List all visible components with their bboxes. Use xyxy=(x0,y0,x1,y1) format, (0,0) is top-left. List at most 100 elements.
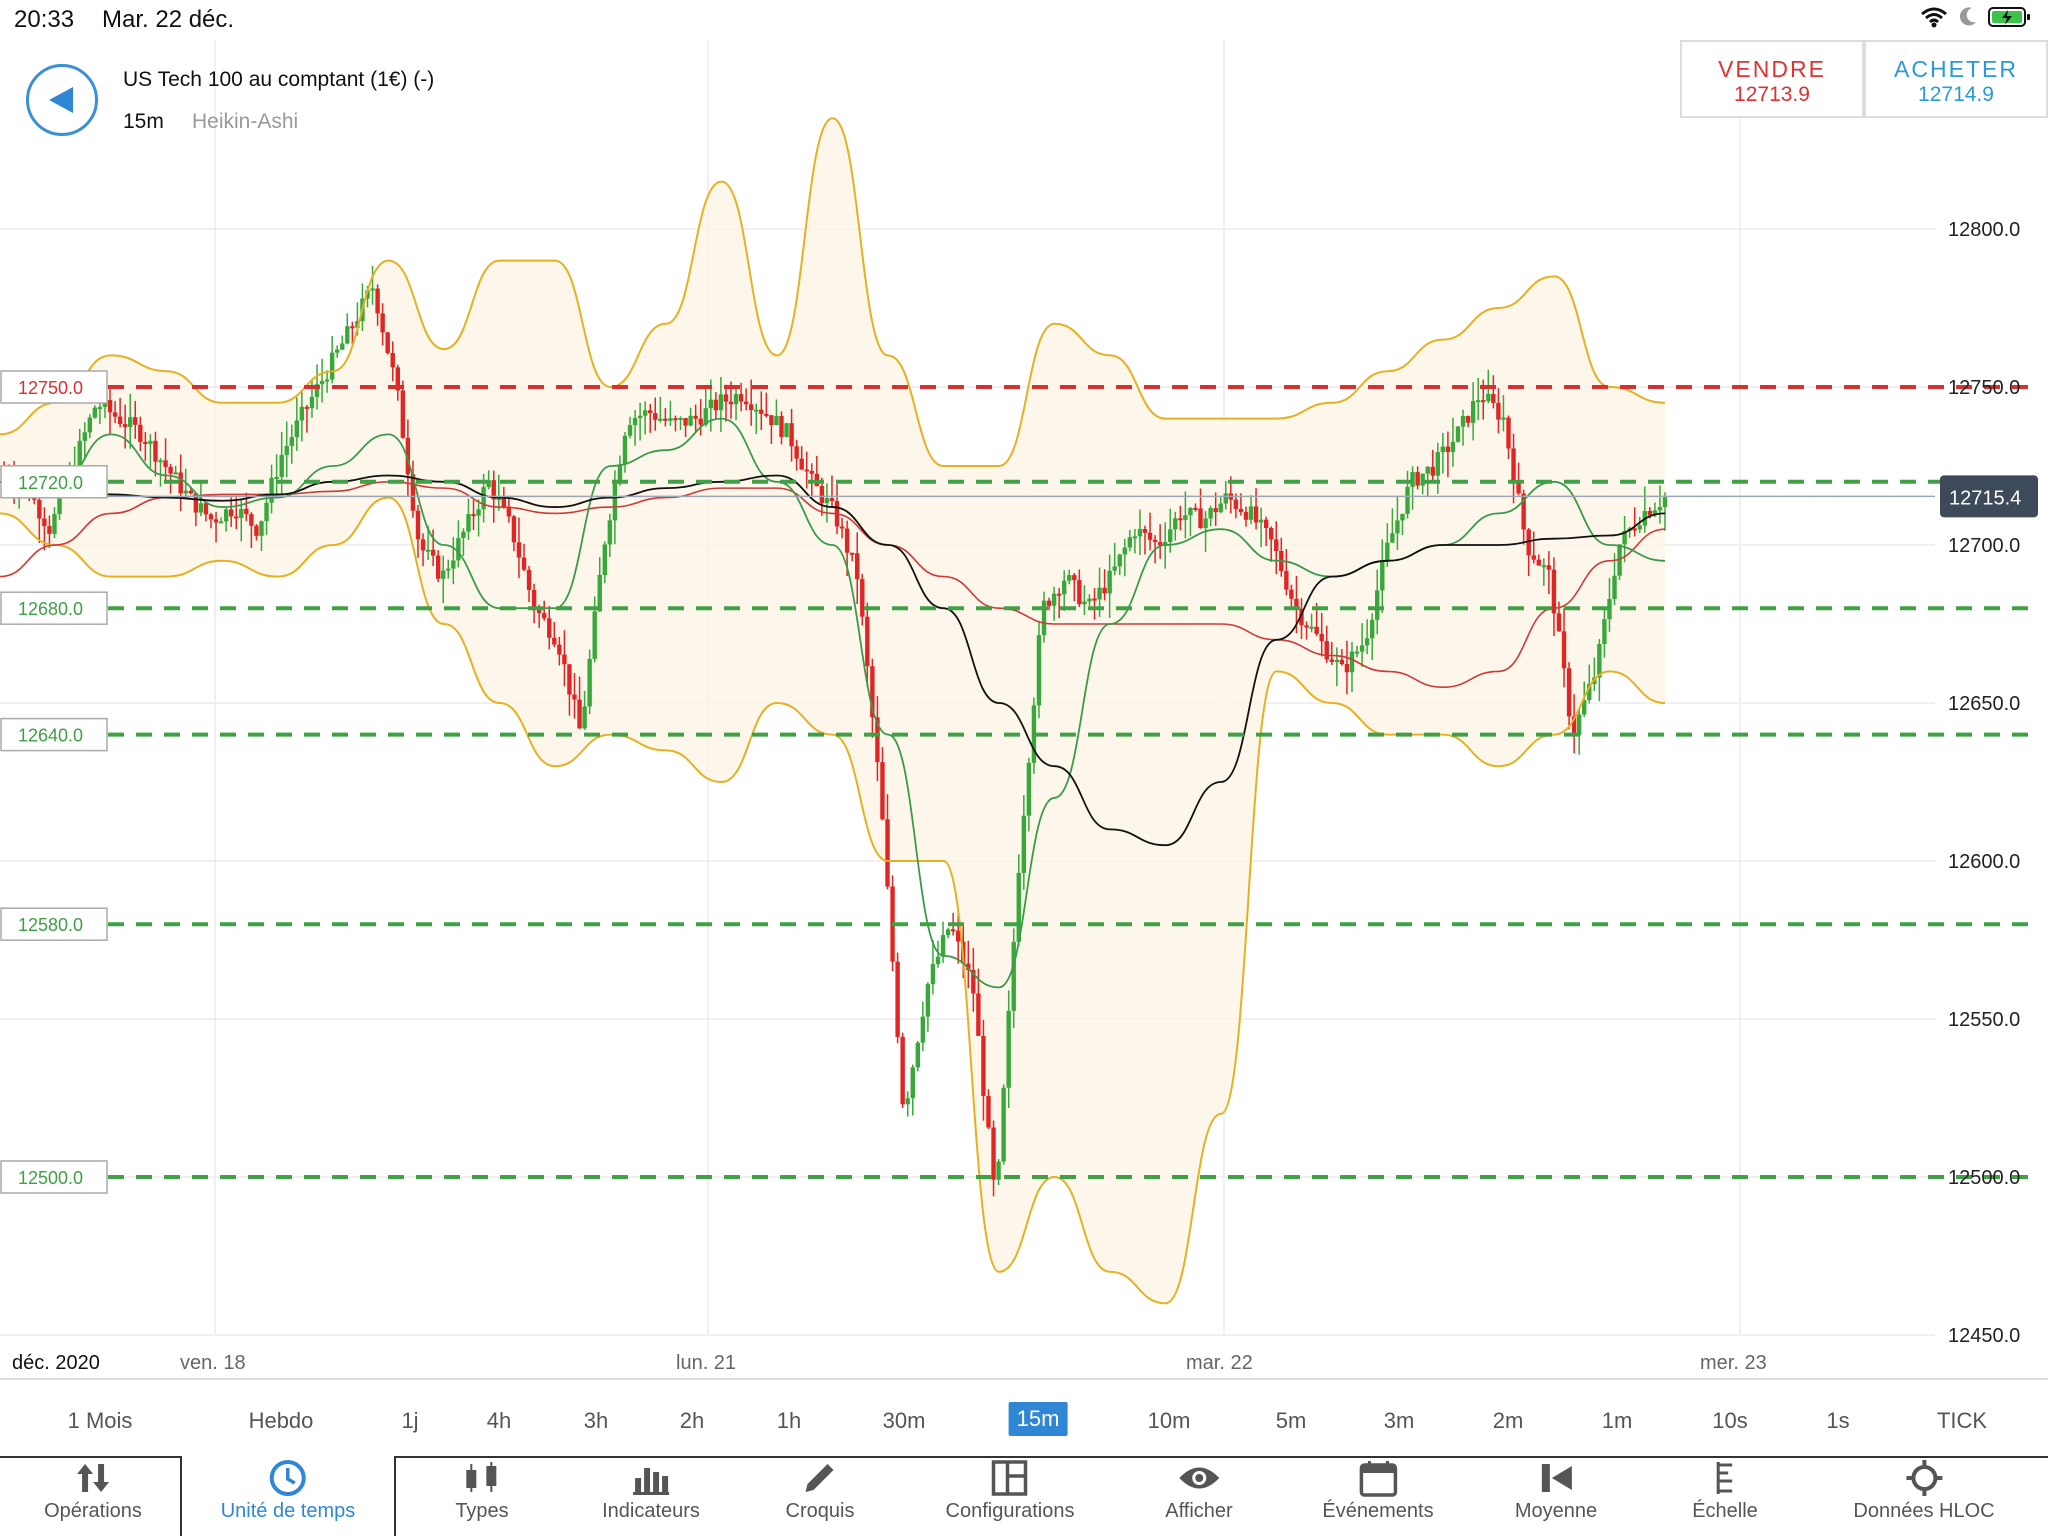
timeframe-3m[interactable]: 3m xyxy=(1383,1408,1415,1433)
candle-body xyxy=(1213,508,1218,513)
timeframe-30m[interactable]: 30m xyxy=(882,1408,926,1433)
candle-body xyxy=(536,610,542,614)
candle-body xyxy=(1324,641,1329,660)
toolbar-calendar-button[interactable]: Événements xyxy=(1322,1456,1434,1536)
timeframe-1-mois[interactable]: 1 Mois xyxy=(67,1408,133,1433)
candle-body xyxy=(759,409,764,414)
candle-body xyxy=(1087,598,1092,602)
candle-body xyxy=(738,394,744,402)
price-chart[interactable]: 12750.0 12720.0 12680.0 12640.0 12580.0 12500… xyxy=(0,38,2048,1378)
candle-body xyxy=(1168,529,1173,543)
candle-body xyxy=(844,528,850,553)
candle-body xyxy=(153,440,158,462)
back-button[interactable] xyxy=(26,64,98,136)
candle-body xyxy=(158,460,163,463)
candle-body xyxy=(819,486,825,504)
date-axis-label: déc. 2020 xyxy=(12,1352,100,1374)
candle-body xyxy=(213,519,219,523)
candle-body xyxy=(1496,402,1501,420)
clock-icon xyxy=(221,1456,356,1500)
toolbar-scale-button[interactable]: Échelle xyxy=(1692,1456,1758,1536)
candle-body xyxy=(441,570,446,579)
level-label: 12750.0 xyxy=(18,378,83,398)
chart-type: Heikin-Ashi xyxy=(192,110,299,133)
level-label-box xyxy=(0,370,108,404)
candle-body xyxy=(249,514,254,526)
chart-header: US Tech 100 au comptant (1€) (-) 15m Hei… xyxy=(0,38,1650,148)
candle-body xyxy=(506,506,512,517)
timeframe-1s[interactable]: 1s xyxy=(1826,1408,1850,1433)
toolbar-label: Moyenne xyxy=(1514,1500,1598,1522)
timeframe-tick[interactable]: TICK xyxy=(1936,1408,1988,1433)
toolbar-updown-arrows-button[interactable]: Opérations xyxy=(44,1456,142,1536)
candle-body xyxy=(264,502,269,522)
candle-body xyxy=(971,969,976,994)
candle-body xyxy=(577,699,582,729)
timeframe-2m[interactable]: 2m xyxy=(1492,1408,1524,1433)
toolbar-average-button[interactable]: Moyenne xyxy=(1515,1456,1597,1536)
toolbar-bar-chart-button[interactable]: Indicateurs xyxy=(602,1456,700,1536)
candle-body xyxy=(97,406,103,409)
status-icons xyxy=(1920,6,2032,28)
toolbar-candles-button[interactable]: Types xyxy=(455,1456,509,1536)
candle-body xyxy=(1218,503,1223,513)
toolbar-eye-button[interactable]: Afficher xyxy=(1165,1456,1233,1536)
timeframe-1m[interactable]: 1m xyxy=(1601,1408,1633,1433)
timeframe-3h[interactable]: 3h xyxy=(583,1408,609,1433)
candle-body xyxy=(1344,664,1350,673)
timeframe-1j[interactable]: 1j xyxy=(401,1408,419,1433)
candle-body xyxy=(870,666,875,718)
sell-button[interactable]: VENDRE 12713.9 xyxy=(1680,40,1864,118)
buy-button[interactable]: ACHETER 12714.9 xyxy=(1864,40,2048,118)
candle-body xyxy=(1001,1087,1006,1162)
candle-body xyxy=(380,313,385,333)
timeframe-2h[interactable]: 2h xyxy=(679,1408,705,1433)
candle-body xyxy=(955,930,961,942)
toolbar-layout-button[interactable]: Configurations xyxy=(946,1456,1074,1536)
instrument-name[interactable]: US Tech 100 au comptant (1€) (-) xyxy=(123,68,435,91)
candle-body xyxy=(1147,532,1153,540)
candle-body xyxy=(794,446,799,459)
price-tick-label: 12500.0 xyxy=(1948,1167,2020,1189)
toolbar-clock-button[interactable]: Unité de temps xyxy=(220,1456,356,1536)
toolbar-pencil-button[interactable]: Croquis xyxy=(786,1456,854,1536)
candle-body xyxy=(1647,510,1653,516)
candle-body xyxy=(1056,593,1062,596)
timeframe-1h[interactable]: 1h xyxy=(776,1408,802,1433)
candle-body xyxy=(1021,815,1027,873)
timeframe-10s[interactable]: 10s xyxy=(1712,1408,1748,1433)
candle-body xyxy=(627,425,633,436)
candle-body xyxy=(1077,580,1082,605)
toolbar-label: Unité de temps xyxy=(220,1500,356,1522)
candle-body xyxy=(950,929,956,932)
candle-body xyxy=(612,483,618,521)
candle-body xyxy=(1662,497,1668,507)
candle-body xyxy=(1253,506,1259,523)
timeframe-hebdo[interactable]: Hebdo xyxy=(248,1408,314,1433)
candle-body xyxy=(1486,393,1491,401)
timeframe-15m[interactable]: 15m xyxy=(1008,1402,1068,1436)
timeframe-10m[interactable]: 10m xyxy=(1147,1408,1191,1433)
toolbar-crosshair-button[interactable]: Données HLOC xyxy=(1853,1456,1995,1536)
candle-body xyxy=(1435,452,1441,476)
candle-body xyxy=(1122,547,1127,555)
candle-body xyxy=(1385,542,1390,561)
bollinger-lower-line xyxy=(0,496,1666,1305)
candle-body xyxy=(567,664,572,695)
candle-body xyxy=(345,326,350,344)
candle-body xyxy=(350,326,355,329)
level-label: 12500.0 xyxy=(18,1168,83,1188)
candle-body xyxy=(678,417,683,420)
candle-body xyxy=(592,611,597,659)
timeframe-5m[interactable]: 5m xyxy=(1275,1408,1307,1433)
candle-body xyxy=(415,510,421,540)
candle-body xyxy=(1173,518,1178,530)
candle-body xyxy=(1637,525,1642,530)
candle-body xyxy=(981,1035,986,1096)
candle-body xyxy=(92,407,98,418)
candle-body xyxy=(683,417,688,426)
timeframe-4h[interactable]: 4h xyxy=(486,1408,512,1433)
candle-body xyxy=(1269,527,1274,540)
candle-body xyxy=(920,1016,926,1043)
candle-body xyxy=(1526,529,1531,556)
